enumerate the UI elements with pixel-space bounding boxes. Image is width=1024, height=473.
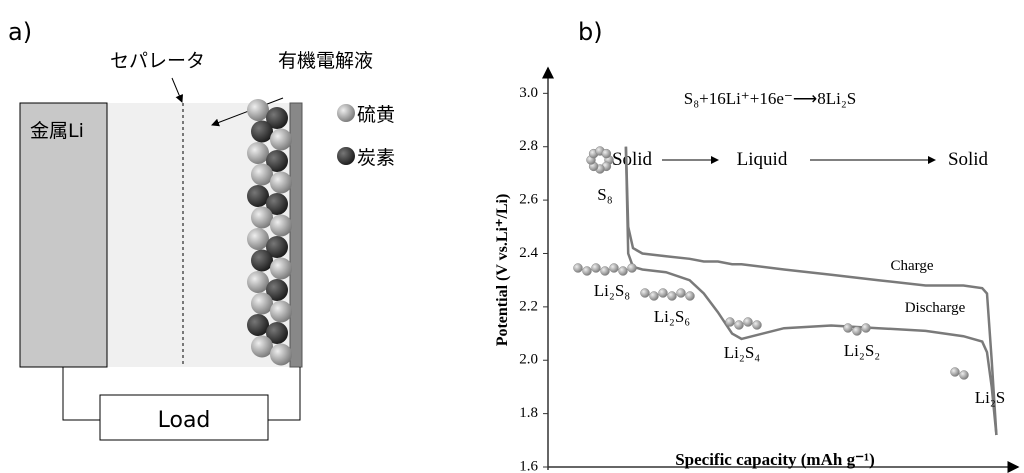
phase-label: Solid: [612, 149, 653, 170]
atom: [628, 264, 637, 273]
sphere: [270, 129, 292, 151]
sphere: [251, 293, 273, 315]
species-label: Li₂S₈: [594, 281, 630, 300]
electrolyte-label: 有機電解液: [278, 50, 373, 72]
atom: [686, 292, 695, 301]
y-tick-label: 2.6: [519, 192, 538, 208]
sphere: [270, 215, 292, 237]
legend-label: 炭素: [357, 147, 395, 169]
atom: [659, 289, 668, 298]
atom: [574, 264, 583, 273]
arrow: [172, 78, 182, 102]
y-tick-label: 2.4: [519, 245, 538, 261]
sphere: [251, 164, 273, 186]
series-label: Charge: [890, 258, 933, 274]
legend-label: 硫黄: [357, 104, 395, 126]
atom: [641, 289, 650, 298]
x-axis-label: Specific capacity (mAh g⁻¹): [675, 450, 875, 469]
legend-sulfur: [337, 104, 355, 122]
molecule: [951, 368, 969, 380]
figure: a) 金属Li セパレータ 有機電解液 硫黄 炭素 Load b) S₈+16L…: [0, 0, 1024, 473]
anode-label: 金属Li: [30, 120, 84, 142]
panel-label: a): [8, 18, 32, 46]
atom: [744, 318, 753, 327]
atom: [951, 368, 960, 377]
species-label: S₈: [597, 185, 612, 204]
atom: [844, 324, 853, 333]
sphere: [247, 185, 269, 207]
equation: S₈+16Li⁺+16e⁻⟶8Li₂S: [684, 89, 857, 108]
species-label: Li₂S: [975, 388, 1006, 407]
y-tick-label: 2.2: [519, 298, 538, 314]
molecule: [726, 318, 762, 330]
atom: [735, 321, 744, 330]
phase-label: Liquid: [737, 149, 788, 170]
separator-label: セパレータ: [110, 50, 205, 72]
y-tick-label: 3.0: [519, 85, 538, 101]
species-label: Li₂S₆: [654, 307, 690, 326]
sphere: [270, 344, 292, 366]
species-label: Li₂S₂: [844, 341, 880, 360]
atom: [753, 321, 762, 330]
atom: [668, 292, 677, 301]
sphere: [247, 314, 269, 336]
molecule: [641, 289, 695, 301]
sphere: [251, 336, 273, 358]
sphere: [247, 271, 269, 293]
series-label: Discharge: [905, 300, 966, 316]
y-axis-label: Potential (V vs.Li⁺/Li): [494, 194, 511, 347]
sphere: [251, 250, 273, 272]
sphere: [270, 258, 292, 280]
legend-carbon: [337, 147, 355, 165]
sphere: [251, 207, 273, 229]
atom: [677, 289, 686, 298]
molecule: [844, 324, 871, 336]
atom: [592, 264, 601, 273]
y-tick-label: 1.8: [519, 405, 538, 421]
atom: [601, 267, 610, 276]
atom: [726, 318, 735, 327]
y-tick-label: 1.6: [519, 458, 538, 473]
atom: [602, 149, 611, 158]
sphere: [247, 99, 269, 121]
anode: [20, 103, 107, 367]
atom: [619, 267, 628, 276]
molecule: [574, 264, 637, 276]
phase-label: Solid: [948, 149, 989, 170]
y-tick-label: 2.8: [519, 138, 538, 154]
atom: [583, 267, 592, 276]
y-tick-label: 2.0: [519, 352, 538, 368]
atom: [853, 327, 862, 336]
panel-a: a) 金属Li セパレータ 有機電解液 硫黄 炭素 Load: [8, 18, 395, 440]
sphere: [270, 301, 292, 323]
atom: [862, 324, 871, 333]
sphere: [247, 228, 269, 250]
molecule: [587, 147, 614, 174]
panel-b: b) S₈+16Li⁺+16e⁻⟶8Li₂S Solid Liquid Soli…: [494, 18, 1018, 473]
atom: [650, 292, 659, 301]
sphere: [251, 121, 273, 143]
current-collector: [290, 103, 302, 367]
species-label: Li₂S₄: [724, 343, 760, 362]
atom: [960, 371, 969, 380]
sphere: [247, 142, 269, 164]
atom: [610, 264, 619, 273]
load-label: Load: [158, 408, 211, 433]
panel-label: b): [578, 18, 603, 46]
sphere: [270, 172, 292, 194]
